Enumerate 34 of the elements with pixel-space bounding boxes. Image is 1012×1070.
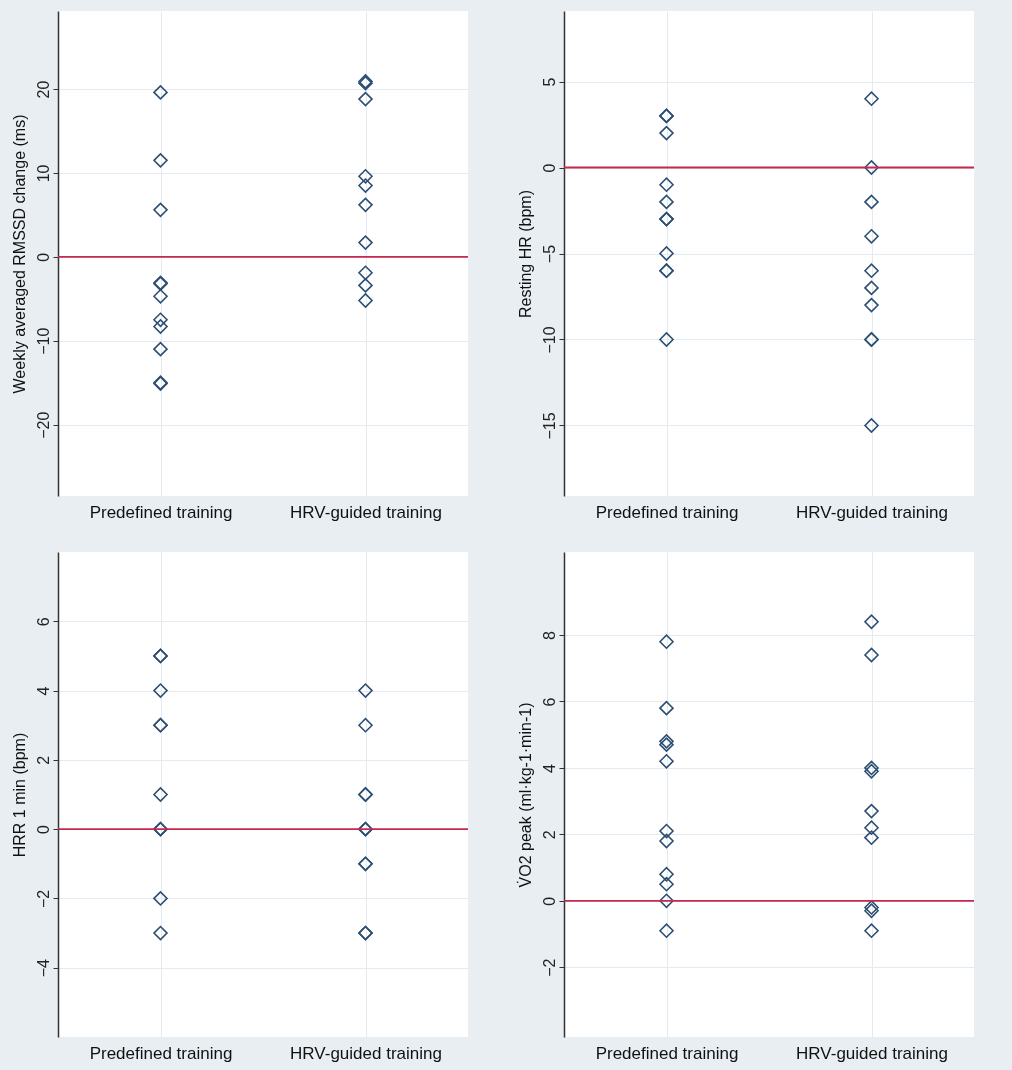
- y-tick-label: −5: [540, 244, 558, 264]
- y-tick-label: −10: [34, 327, 52, 355]
- y-tick-label: 4: [34, 686, 52, 696]
- y-tick-label: 4: [540, 763, 558, 773]
- y-tick-label: 8: [540, 631, 558, 640]
- x-tick-label: HRV-guided training: [290, 502, 442, 522]
- y-axis-title: V̇O2 peak (ml·kg-1·min-1): [516, 702, 534, 888]
- y-tick-label: 2: [34, 755, 52, 765]
- x-tick-label: Predefined training: [595, 502, 739, 522]
- y-axis-title: Resting HR (bpm): [516, 189, 534, 319]
- y-tick-label: 20: [34, 80, 52, 99]
- y-tick-label: 5: [540, 77, 558, 87]
- x-tick-label: Predefined training: [595, 1043, 739, 1063]
- y-tick-label: 6: [34, 617, 52, 627]
- x-tick-label: HRV-guided training: [796, 502, 948, 522]
- y-tick-label: −2: [34, 889, 52, 909]
- y-axis-title: Weekly averaged RMSSD change (ms): [10, 114, 28, 394]
- y-tick-label: −15: [540, 412, 558, 440]
- y-tick-label: −20: [34, 411, 52, 439]
- x-tick-label: HRV-guided training: [290, 1043, 442, 1063]
- y-axis-title: HRR 1 min (bpm): [10, 732, 28, 858]
- y-tick-label: 6: [540, 697, 558, 707]
- y-tick-label: −10: [540, 326, 558, 354]
- y-tick-label: 10: [34, 164, 52, 183]
- y-tick-label: 0: [540, 896, 558, 906]
- x-tick-label: Predefined training: [89, 502, 233, 522]
- y-tick-label: 2: [540, 830, 558, 840]
- x-tick-label: Predefined training: [89, 1043, 233, 1063]
- y-tick-label: −4: [34, 959, 52, 978]
- y-tick-label: −2: [540, 958, 558, 977]
- x-tick-label: HRV-guided training: [796, 1043, 948, 1063]
- y-tick-label: 0: [34, 252, 52, 262]
- y-tick-label: 0: [34, 825, 52, 835]
- y-tick-label: 0: [540, 163, 558, 173]
